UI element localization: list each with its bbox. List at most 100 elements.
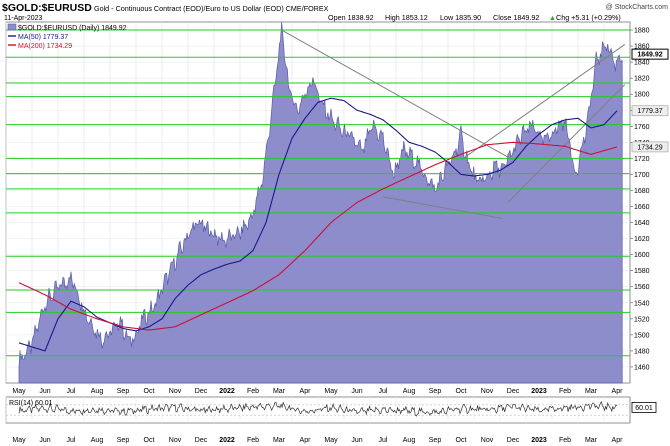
x-tick-label: Nov (169, 437, 182, 444)
ma200-line (18, 141, 618, 331)
x-tick-label: Oct (144, 388, 155, 395)
price-tags: 1849.92 1779.37 1734.29 (631, 48, 669, 153)
y-tick-label: 1700 (634, 172, 650, 179)
x-tick-label: May (324, 437, 338, 444)
x-tick-label: Jul (67, 437, 76, 444)
y-tick-label: 1620 (634, 236, 650, 243)
ohlc-low: Low 1835.90 (440, 13, 481, 22)
y-tick-label: 1860 (634, 44, 650, 51)
rsi-tag-box (631, 401, 657, 413)
y-tick-label: 1680 (634, 188, 650, 195)
y-tick-label: 1480 (634, 348, 650, 355)
x-tick-label: May (12, 437, 26, 444)
rsi-tag-label: 60.01 (635, 405, 653, 412)
x-tick-label: Jun (351, 388, 362, 395)
x-tick-label: Jul (379, 437, 388, 444)
y-tick-label: 1820 (634, 76, 650, 83)
rsi-label: RSI(14) 60.01 (9, 400, 53, 407)
x-tick-label: 2023 (531, 388, 547, 395)
price-panel: 1460 1480 1500 1520 1540 1560 1580 1600 1620 1640… (5, 21, 669, 395)
x-tick-label: Dec (195, 437, 208, 444)
chart-date: 11-Apr-2023 (4, 15, 43, 22)
price-tag-box (631, 48, 669, 60)
x-tick-label: Feb (559, 388, 571, 395)
y-tick-label: 1660 (634, 204, 650, 211)
x-tick-label: Dec (195, 388, 208, 395)
x-tick-label: Feb (247, 388, 259, 395)
rsi-price-tag: 60.01 (631, 401, 657, 413)
x-tick-label: Jun (39, 388, 50, 395)
ohlc-change-arrow: ▲ (549, 15, 556, 22)
rsi-panel: RSI(14) 60.01 60.01 (5, 396, 657, 424)
trendline (281, 29, 514, 161)
x-tick-label: Jun (39, 437, 50, 444)
ohlc-open: Open 1838.92 (328, 13, 374, 22)
x-tick-label: Aug (91, 388, 104, 395)
rsi-grid (5, 397, 630, 423)
x-tick-label: Apr (300, 437, 312, 444)
moving-averages (18, 97, 618, 352)
x-tick-label: May (324, 388, 338, 395)
y-tick-label: 1600 (634, 252, 650, 259)
x-tick-label: Nov (169, 388, 182, 395)
x-tick-label: Nov (481, 437, 494, 444)
y-tick-label: 1520 (634, 316, 650, 323)
trendlines (281, 29, 626, 220)
x-tick-label: Apr (300, 388, 312, 395)
x-tick-label: Sep (117, 388, 130, 395)
x-tick-label: 2022 (219, 437, 235, 444)
chart-description: Gold - Continuous Contract (EOD)/Euro to… (94, 4, 329, 13)
date-axis-top: May Jun Jul Aug Sep Oct Nov Dec 2022 Feb Mar Apr May… (12, 388, 623, 395)
x-tick-label: Aug (403, 437, 416, 444)
x-tick-label: Oct (144, 437, 155, 444)
x-tick-label: Apr (612, 388, 624, 395)
y-tick-label: 1720 (634, 156, 650, 163)
price-tag-label: 1734.29 (637, 144, 662, 151)
x-tick-label: May (12, 388, 26, 395)
x-tick-label: Mar (585, 437, 598, 444)
ohlc-change: Chg +5.31 (+0.29%) (556, 13, 621, 22)
trendline (507, 84, 626, 203)
price-tag-box (631, 141, 669, 153)
x-tick-label: Apr (612, 437, 624, 444)
rsi-line (18, 400, 618, 417)
x-tick-label: Mar (273, 437, 286, 444)
date-axis-bottom: May Jun Jul Aug Sep Oct Nov Dec 2022 Feb Mar Apr May… (12, 437, 623, 444)
y-tick-label: 1580 (634, 268, 650, 275)
x-tick-label: Aug (403, 388, 416, 395)
price-area-series (18, 21, 623, 384)
x-tick-label: 2023 (531, 437, 547, 444)
legend-ma200: MA(200) 1734.29 (18, 43, 72, 50)
y-tick-label: 1880 (634, 28, 650, 35)
trendline (460, 44, 626, 161)
price-tag-box (631, 105, 669, 117)
support-resistance-lines (6, 29, 630, 357)
y-tick-label: 1760 (634, 124, 650, 131)
y-tick-label: 1560 (634, 284, 650, 291)
legend-ma50: MA(50) 1779.37 (18, 34, 68, 41)
x-tick-label: Jul (379, 388, 388, 395)
x-tick-label: Oct (456, 437, 467, 444)
x-tick-label: Jul (67, 388, 76, 395)
x-tick-label: 2022 (219, 388, 235, 395)
legend: $GOLD:$EURUSD (Daily) 1849.92 MA(50) 177… (7, 23, 127, 50)
y-tick-label: 1640 (634, 220, 650, 227)
ma50-line (18, 97, 618, 352)
x-tick-label: Sep (429, 437, 442, 444)
y-tick-label: 1800 (634, 92, 650, 99)
x-tick-label: Jun (351, 437, 362, 444)
x-tick-label: Feb (559, 437, 571, 444)
x-tick-label: Oct (456, 388, 467, 395)
chart-symbol: $GOLD:$EURUSD (2, 2, 92, 14)
x-tick-label: Mar (273, 388, 286, 395)
trendline (382, 196, 503, 220)
price-axis: 1460 1480 1500 1520 1540 1560 1580 1600 1620 1640… (630, 28, 650, 371)
x-tick-label: Mar (585, 388, 598, 395)
price-area (18, 21, 623, 384)
y-tick-label: 1500 (634, 332, 650, 339)
ohlc-close: Close 1849.92 (493, 13, 539, 22)
price-tag-label: 1849.92 (637, 52, 662, 59)
legend-price: $GOLD:$EURUSD (Daily) 1849.92 (18, 25, 127, 32)
x-tick-label: Sep (117, 437, 130, 444)
